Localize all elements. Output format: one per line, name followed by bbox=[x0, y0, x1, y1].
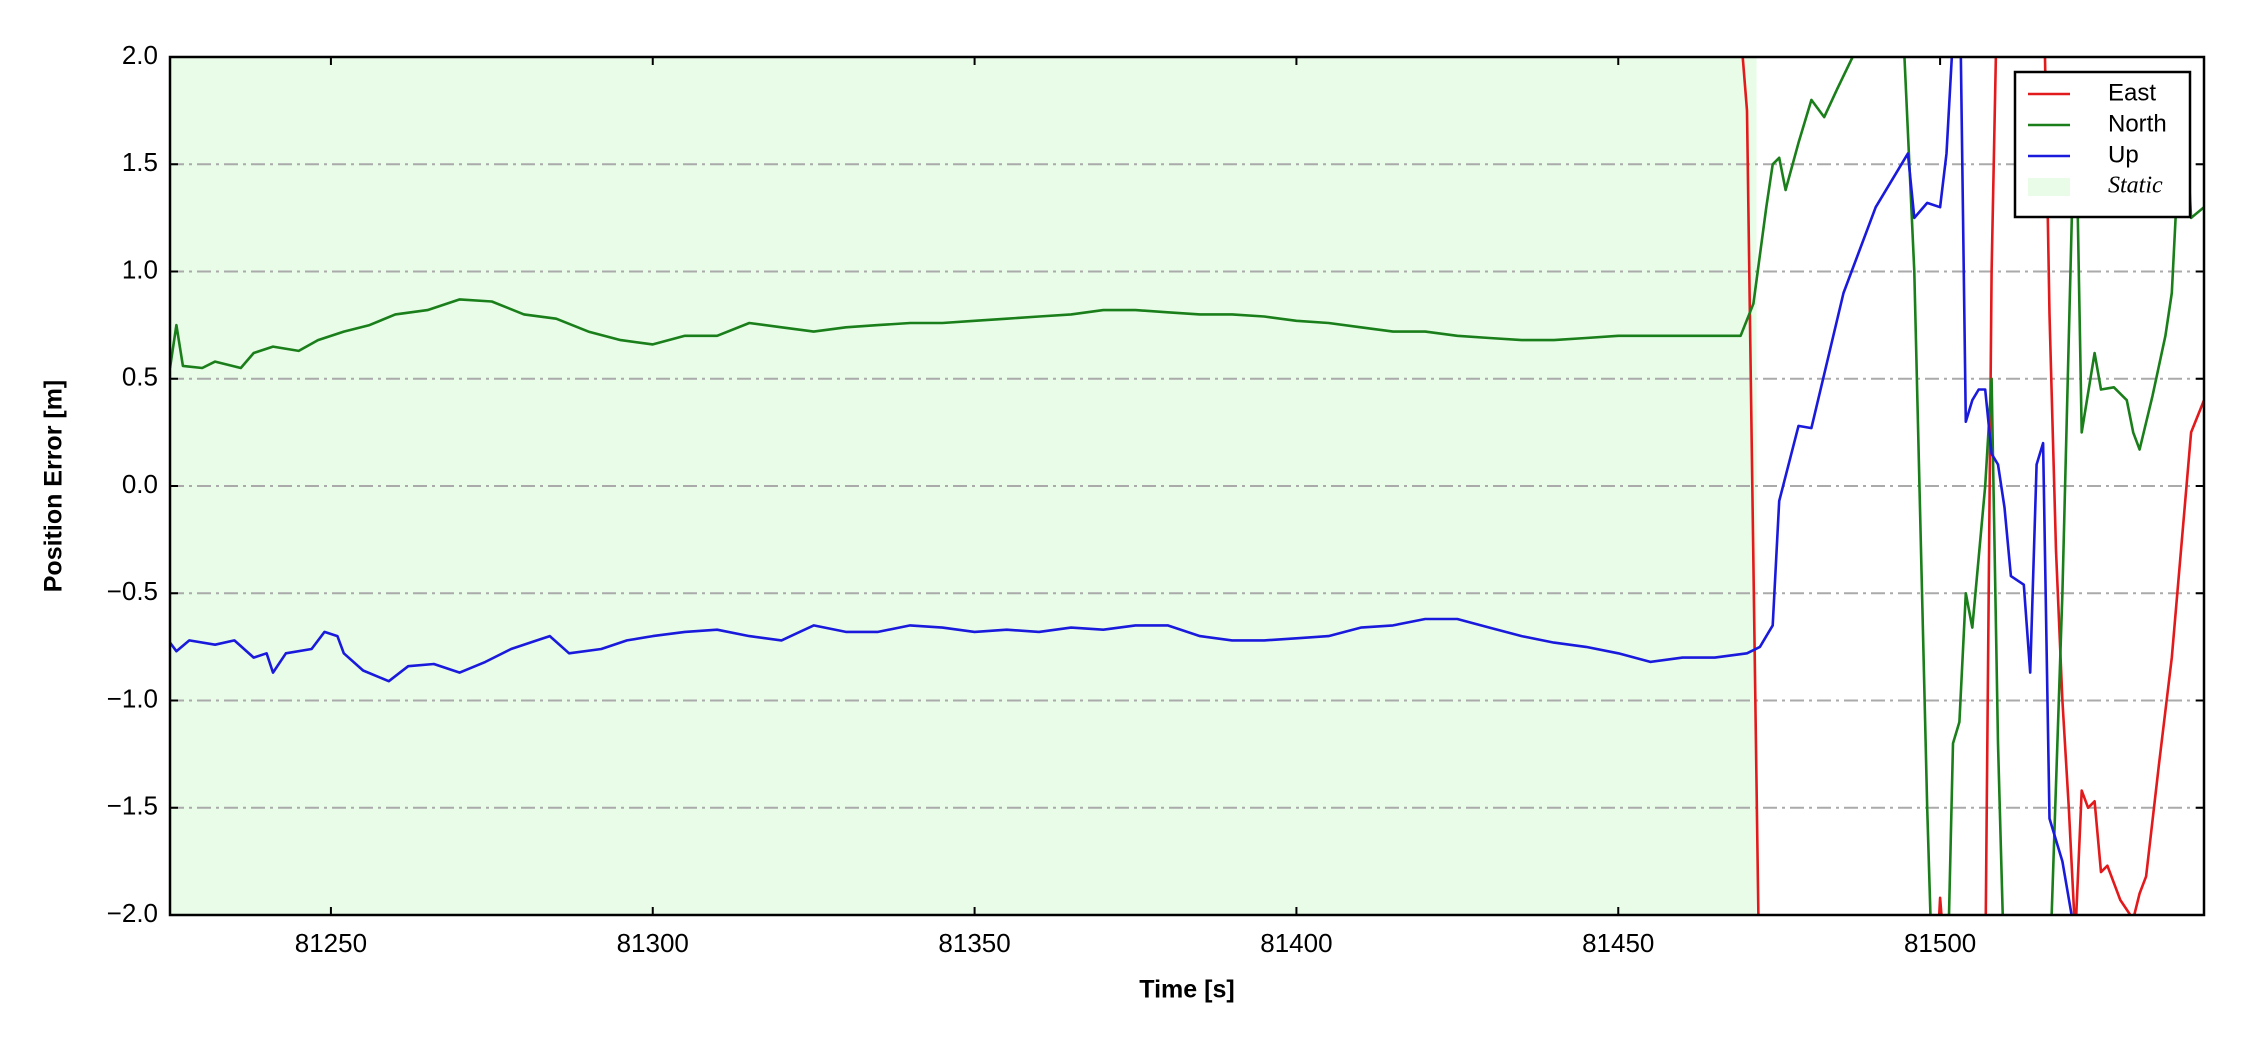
y-tick-label: 0.0 bbox=[122, 469, 158, 499]
y-tick-label: 1.5 bbox=[122, 147, 158, 177]
x-axis-label: Time [s] bbox=[1139, 976, 1234, 1004]
x-tick-label: 81350 bbox=[938, 928, 1010, 958]
y-tick-label: −1.5 bbox=[107, 791, 158, 821]
y-tick-label: −2.0 bbox=[107, 898, 158, 928]
y-axis-label: Position Error [m] bbox=[40, 380, 68, 593]
y-tick-label: 0.5 bbox=[122, 362, 158, 392]
x-tick-label: 81250 bbox=[295, 928, 367, 958]
y-tick-label: −0.5 bbox=[107, 576, 158, 606]
legend-swatch bbox=[2028, 178, 2070, 196]
legend-label: North bbox=[2108, 110, 2167, 137]
x-tick-label: 81450 bbox=[1582, 928, 1654, 958]
legend-label: East bbox=[2108, 79, 2156, 106]
x-tick-label: 81400 bbox=[1260, 928, 1332, 958]
series-line bbox=[170, 57, 2073, 915]
y-tick-label: 1.0 bbox=[122, 254, 158, 284]
legend-label: Up bbox=[2108, 141, 2139, 168]
legend-label: Static bbox=[2108, 173, 2163, 199]
y-tick-label: 2.0 bbox=[122, 40, 158, 70]
series-line bbox=[1741, 57, 2204, 915]
x-tick-label: 81500 bbox=[1904, 928, 1976, 958]
y-tick-label: −1.0 bbox=[107, 683, 158, 713]
plot-frame bbox=[168, 55, 2206, 917]
x-tick-label: 81300 bbox=[617, 928, 689, 958]
